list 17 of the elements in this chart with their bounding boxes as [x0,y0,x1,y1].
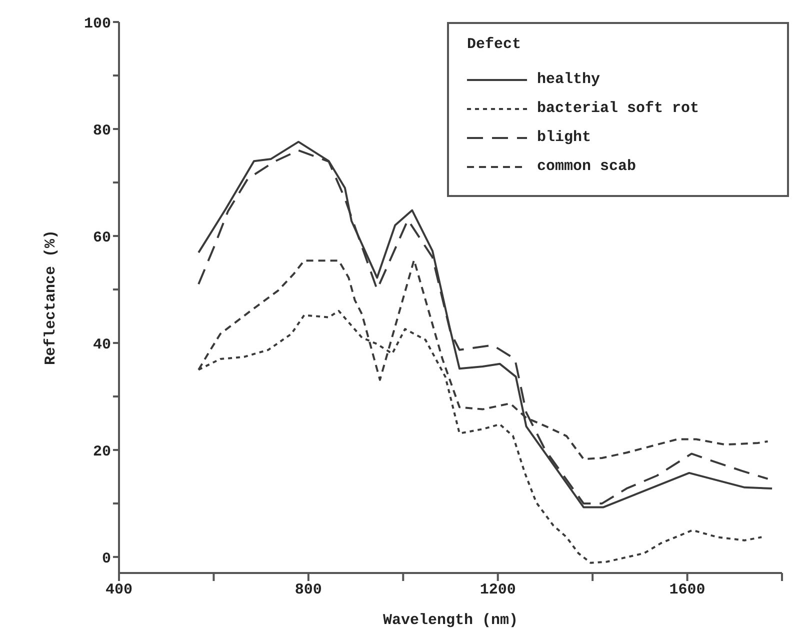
y-tick-label: 0 [102,550,111,568]
legend-title: Defect [467,36,522,53]
y-tick-label: 40 [92,336,111,354]
x-tick-label: 1200 [480,582,516,599]
y-tick-label: 20 [92,443,111,460]
y-axis-title: Reflectance (%) [42,230,60,366]
legend-label: blight [537,129,592,146]
x-axis-title: Wavelength (nm) [382,612,518,629]
x-tick-label: 1600 [669,582,706,599]
x-tick-label: 800 [294,582,322,599]
y-tick-label: 80 [92,122,111,140]
legend-label: bacterial soft rot [537,100,700,117]
y-tick-label: 60 [92,229,111,246]
legend-label: healthy [537,71,600,88]
y-tick-label: 100 [84,15,111,32]
x-tick-label: 400 [105,582,133,599]
legend-label: common scab [537,158,636,175]
